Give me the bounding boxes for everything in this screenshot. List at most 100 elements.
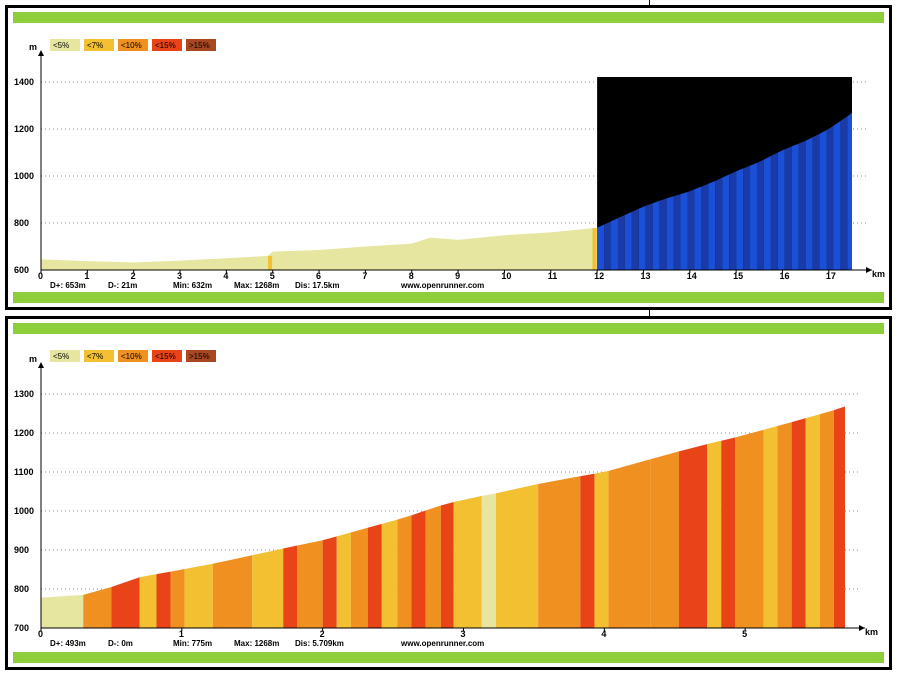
profile-segment <box>608 459 651 628</box>
profile-segment <box>791 418 806 628</box>
profile-stripe <box>617 215 625 270</box>
stat-text: www.openrunner.com <box>400 639 484 648</box>
x-tick-label: 6 <box>316 271 321 281</box>
profile-stripe <box>597 224 605 270</box>
profile-segment <box>350 527 368 628</box>
profile-stripe <box>715 177 723 270</box>
y-tick-label: 600 <box>14 265 29 275</box>
y-tick-label: 1100 <box>14 467 34 477</box>
x-tick-label: 3 <box>460 629 465 639</box>
profile-segment <box>41 594 84 628</box>
climb-profile-panel: <5% <7% <10% <15% >15% 700 800 900 1000 1100 1200 1… <box>5 316 892 670</box>
y-tick-label: 1200 <box>14 428 34 438</box>
x-tick-label: 10 <box>501 271 511 281</box>
y-tick-label: 1300 <box>14 389 34 399</box>
legend-label: <7% <box>87 41 103 50</box>
legend-swatch <box>84 350 114 362</box>
elevation-chart: <5% <7% <10% <15% >15% 600 800 1000 1200 1400 m km 0… <box>14 39 885 290</box>
profile-stripe <box>756 159 764 270</box>
profile-segment <box>83 587 112 628</box>
legend-label: <5% <box>53 352 69 361</box>
profile-stripe <box>659 198 667 270</box>
elevation-profile-panel: <5% <7% <10% <15% >15% 600 800 1000 1200 1400 m km 0… <box>5 5 892 310</box>
profile-segment <box>212 555 253 628</box>
profile-segment <box>252 548 284 628</box>
profile-stripe <box>701 183 709 270</box>
y-tick-label: 1400 <box>14 77 34 87</box>
elevation-area <box>41 227 598 270</box>
profile-segment <box>297 540 323 628</box>
x-unit-label: km <box>865 627 878 637</box>
legend-swatch <box>118 39 148 51</box>
stat-text: D+: 493m <box>50 639 86 648</box>
stat-text: Max: 1268m <box>234 281 279 290</box>
legend-swatch <box>186 350 216 362</box>
legend-label: >15% <box>189 41 210 50</box>
profile-stripe <box>708 180 716 270</box>
profile-segment <box>833 406 845 628</box>
legend-label: >15% <box>189 352 210 361</box>
y-axis-arrow <box>38 362 44 368</box>
bottom-green-bar <box>13 292 884 303</box>
profile-stripe <box>833 121 841 270</box>
stat-text: Min: 632m <box>173 281 212 290</box>
x-tick-label: 7 <box>362 271 367 281</box>
profile-segment <box>805 414 820 628</box>
top-green-bar <box>13 12 884 23</box>
profile-segment <box>735 429 764 628</box>
x-axis-arrow <box>866 267 872 273</box>
legend-label: <10% <box>121 41 142 50</box>
x-tick-label: 0 <box>38 271 43 281</box>
legend-swatch <box>84 39 114 51</box>
y-tick-label: 900 <box>14 545 29 555</box>
x-axis-arrow <box>859 625 865 631</box>
profile-stripe <box>611 218 618 270</box>
profile-segment <box>397 515 412 628</box>
x-tick-label: 16 <box>779 271 789 281</box>
stat-text: Max: 1268m <box>234 639 279 648</box>
profile-stripe <box>791 143 799 270</box>
slope-marker <box>592 228 597 270</box>
profile-segment <box>139 574 157 628</box>
profile-stripe <box>722 174 730 270</box>
profile-segment <box>336 532 351 628</box>
profile-stripe <box>694 186 702 270</box>
legend-swatch <box>118 350 148 362</box>
x-tick-label: 12 <box>594 271 604 281</box>
profile-segment <box>283 545 298 628</box>
stat-text: D+: 653m <box>50 281 86 290</box>
legend-swatch <box>50 39 80 51</box>
profile-stripe <box>847 113 852 271</box>
x-tick-label: 1 <box>179 629 184 639</box>
y-tick-label: 1200 <box>14 124 34 134</box>
profile-segment <box>381 519 398 628</box>
stat-text: D-: 21m <box>108 281 137 290</box>
profile-stripe <box>812 133 820 270</box>
profile-stripe <box>840 116 848 270</box>
profile-stripe <box>673 194 681 270</box>
profile-stripe <box>624 211 632 270</box>
profile-stripe <box>631 208 639 270</box>
stat-text: Min: 775m <box>173 639 212 648</box>
x-tick-label: 9 <box>455 271 460 281</box>
x-tick-label: 4 <box>223 271 228 281</box>
profile-segment <box>367 523 382 628</box>
slope-marker <box>268 255 273 270</box>
y-tick-label: 800 <box>14 584 29 594</box>
x-tick-label: 15 <box>733 271 743 281</box>
y-tick-label: 1000 <box>14 506 34 516</box>
y-tick-label: 1000 <box>14 171 34 181</box>
legend-label: <15% <box>155 41 176 50</box>
x-tick-label: 1 <box>84 271 89 281</box>
profile-segment <box>411 510 426 628</box>
x-tick-label: 3 <box>177 271 182 281</box>
profile-stripe <box>638 205 646 270</box>
profile-stripe <box>729 171 737 270</box>
profile-segment <box>650 451 679 628</box>
x-tick-label: 14 <box>687 271 697 281</box>
profile-segment <box>111 577 140 628</box>
profile-stripe <box>805 137 813 270</box>
x-tick-label: 5 <box>742 629 747 639</box>
profile-stripe <box>770 152 778 270</box>
x-tick-label: 2 <box>131 271 136 281</box>
